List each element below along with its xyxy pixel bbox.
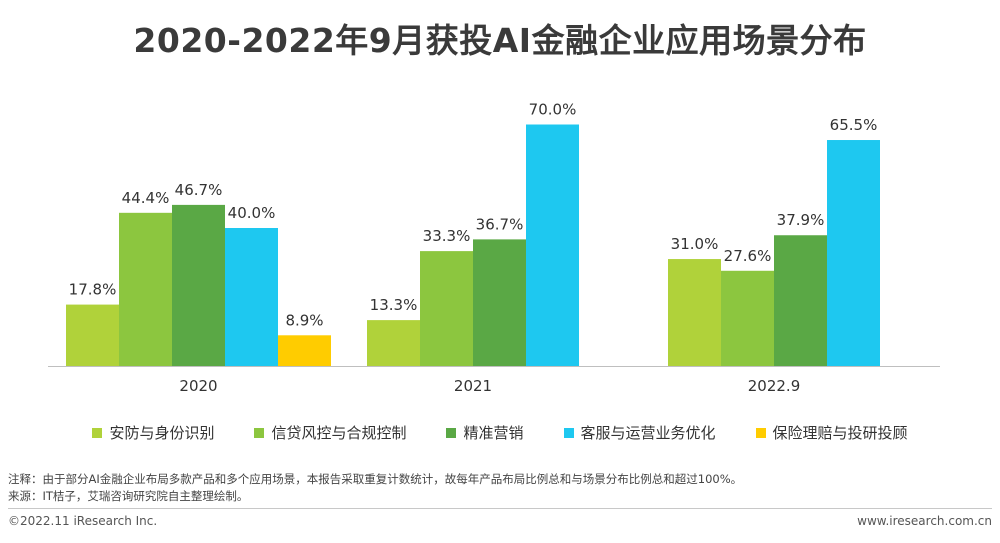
chart-title: 2020-2022年9月获投AI金融企业应用场景分布 [133, 21, 867, 60]
legend-swatch [92, 427, 103, 438]
bar-2020-信贷风控与合规控制 [119, 212, 172, 366]
bar-2020-精准营销 [172, 204, 225, 366]
data-label: 37.9% [777, 211, 825, 229]
footnote: 注释：由于部分AI金融企业布局多款产品和多个应用场景，本报告采取重复计数统计，故… [8, 472, 743, 486]
x-tick-label: 2020 [179, 377, 217, 395]
footer-divider [8, 508, 992, 509]
legend-label: 安防与身份识别 [109, 424, 215, 442]
x-tick-label: 2022.9 [748, 377, 801, 395]
data-label: 13.3% [370, 296, 418, 314]
source-note: 来源：IT桔子，艾瑞咨询研究院自主整理绘制。 [8, 489, 249, 503]
bar-2020-保险理赔与投研投顾 [278, 335, 331, 366]
bar-2022.9-精准营销 [774, 235, 827, 366]
legend-swatch [755, 427, 766, 438]
x-tick-label: 2021 [454, 377, 492, 395]
legend-swatch [254, 427, 265, 438]
bar-2022.9-安防与身份识别 [668, 259, 721, 366]
data-label: 17.8% [69, 281, 117, 299]
bar-2020-客服与运营业务优化 [225, 228, 278, 366]
bar-2022.9-客服与运营业务优化 [827, 140, 880, 366]
legend-label: 信贷风控与合规控制 [271, 424, 407, 442]
data-label: 31.0% [671, 235, 719, 253]
copyright: ©2022.11 iResearch Inc. [8, 514, 158, 528]
legend-label: 保险理赔与投研投顾 [772, 424, 908, 442]
data-label: 44.4% [122, 189, 170, 207]
legend-item: 安防与身份识别 [92, 422, 214, 443]
bar-2021-精准营销 [473, 239, 526, 366]
data-label: 33.3% [423, 227, 471, 245]
legend-swatch [446, 427, 457, 438]
bar-2021-信贷风控与合规控制 [420, 251, 473, 366]
data-label: 46.7% [175, 181, 223, 199]
bar-2021-安防与身份识别 [367, 320, 420, 366]
data-label: 40.0% [228, 204, 276, 222]
bar-2022.9-信贷风控与合规控制 [721, 270, 774, 366]
legend-item: 精准营销 [446, 422, 524, 443]
legend-item: 保险理赔与投研投顾 [755, 422, 908, 443]
data-label: 27.6% [724, 247, 772, 265]
data-label: 65.5% [830, 116, 878, 134]
legend-label: 客服与运营业务优化 [580, 424, 716, 442]
legend-label: 精准营销 [463, 424, 524, 442]
data-label: 8.9% [285, 311, 323, 329]
bar-chart: 17.8% 44.4% 46.7% 40.0% 8.9% 2020 13.3% 33.3% 36… [48, 101, 940, 395]
bar-2020-安防与身份识别 [66, 304, 119, 366]
legend-swatch [563, 427, 574, 438]
legend-item: 信贷风控与合规控制 [254, 422, 406, 443]
legend-item: 客服与运营业务优化 [563, 422, 716, 443]
website-link[interactable]: www.iresearch.com.cn [857, 514, 992, 528]
bar-2021-客服与运营业务优化 [526, 124, 579, 366]
chart-legend: 安防与身份识别 信贷风控与合规控制 精准营销 客服与运营业务优化 保险理赔与投研投顾 [0, 422, 1000, 443]
data-label: 36.7% [476, 215, 524, 233]
data-label: 70.0% [529, 101, 577, 119]
